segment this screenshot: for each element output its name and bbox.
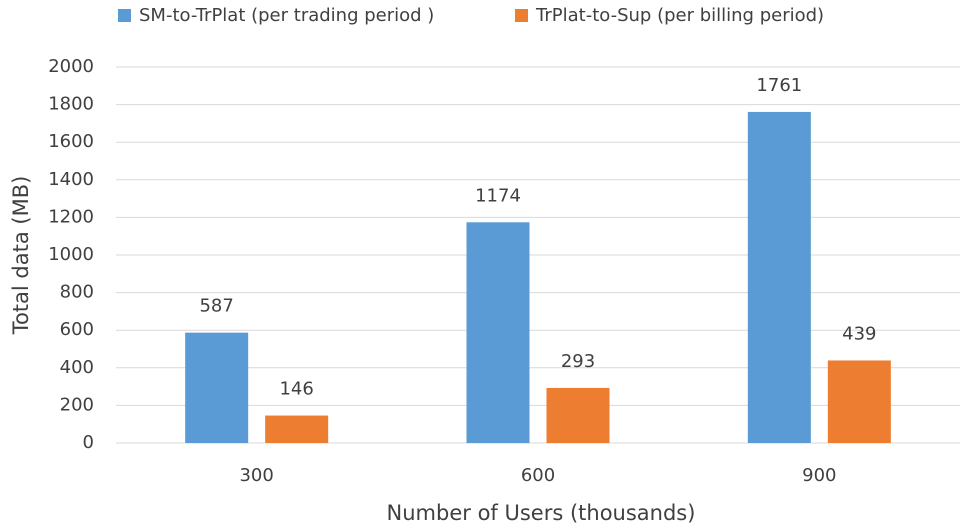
y-tick-label: 800 xyxy=(60,282,94,303)
bar xyxy=(747,111,811,443)
legend-label: SM-to-TrPlat (per trading period ) xyxy=(139,5,434,26)
y-tick-label: 1600 xyxy=(48,131,94,152)
x-tick-label: 900 xyxy=(802,465,836,486)
y-tick-label: 1400 xyxy=(48,169,94,190)
data-label: 1174 xyxy=(475,185,521,206)
y-tick-label: 400 xyxy=(60,357,94,378)
y-tick-label: 1200 xyxy=(48,206,94,227)
data-label: 439 xyxy=(842,323,876,344)
legend-swatch xyxy=(515,9,528,22)
data-label: 587 xyxy=(199,296,233,317)
bar xyxy=(827,360,891,443)
y-tick-label: 1800 xyxy=(48,94,94,115)
legend-label: TrPlat-to-Sup (per billing period) xyxy=(535,5,824,26)
y-tick-label: 1000 xyxy=(48,244,94,265)
y-tick-label: 600 xyxy=(60,319,94,340)
y-tick-label: 0 xyxy=(83,432,94,453)
y-tick-label: 200 xyxy=(60,394,94,415)
bar xyxy=(185,332,249,443)
bar xyxy=(466,222,530,443)
x-axis-title: Number of Users (thousands) xyxy=(387,501,696,525)
data-label: 293 xyxy=(561,351,595,372)
data-label: 146 xyxy=(279,379,313,400)
x-tick-label: 600 xyxy=(521,465,555,486)
bar xyxy=(265,415,329,443)
bar xyxy=(546,387,610,443)
data-label: 1761 xyxy=(756,75,802,96)
y-tick-label: 2000 xyxy=(48,56,94,77)
x-tick-label: 300 xyxy=(239,465,273,486)
y-axis-title: Total data (MB) xyxy=(9,176,33,336)
legend-swatch xyxy=(118,9,131,22)
